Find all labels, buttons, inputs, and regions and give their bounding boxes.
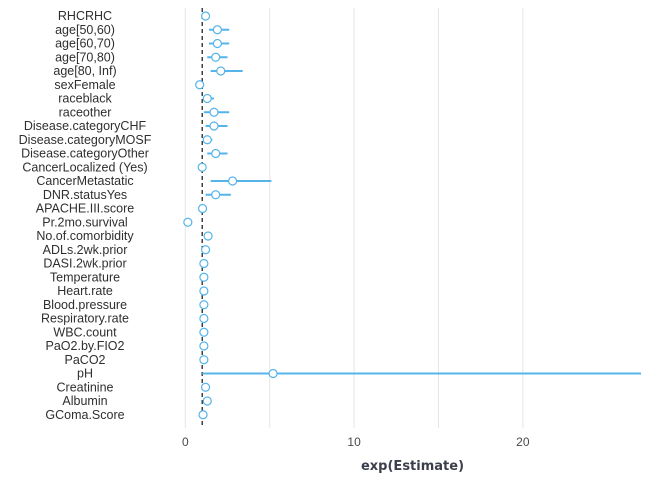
estimate-point — [199, 355, 209, 365]
estimate-point — [197, 162, 207, 172]
x-axis-title: exp(Estimate) — [361, 459, 464, 474]
term-label: pH — [77, 367, 93, 381]
term-label: No.of.comorbidity — [36, 229, 134, 243]
estimate-point — [202, 396, 212, 406]
estimate-point — [197, 203, 208, 214]
term-label: raceother — [59, 105, 112, 119]
term-labels: RHCRHCage[50,60)age[60,70)age[70,80)age[… — [19, 9, 152, 422]
term-label: CancerMetastatic — [36, 174, 133, 188]
term-label: sexFemale — [54, 78, 115, 92]
term-label: GComa.Score — [45, 408, 124, 422]
estimate-point — [211, 190, 221, 200]
estimate-point — [211, 148, 221, 159]
term-label: Albumin — [62, 394, 107, 408]
estimate-point — [200, 11, 211, 21]
term-label: Disease.categoryCHF — [24, 119, 147, 133]
x-tick-labels: 0 10 20 — [182, 435, 530, 449]
estimate-point — [199, 300, 209, 310]
estimate-point — [209, 107, 219, 117]
estimate-point — [203, 231, 213, 241]
estimate-point — [199, 272, 209, 282]
ci-layer — [187, 15, 641, 416]
term-label: Disease.categoryOther — [21, 147, 149, 161]
term-label: age[80, Inf) — [53, 64, 116, 78]
grid-layer — [184, 8, 524, 428]
estimate-point — [199, 286, 209, 296]
estimate-point — [200, 382, 211, 392]
term-label: PaCO2 — [65, 353, 106, 367]
term-label: Blood.pressure — [43, 298, 127, 312]
estimate-point — [227, 176, 238, 186]
term-label: age[60,70) — [55, 37, 115, 51]
x-tick-label: 10 — [347, 435, 361, 449]
term-label: RHCRHC — [58, 9, 112, 23]
term-label: ADLs.2wk.prior — [43, 243, 128, 257]
term-label: age[70,80) — [55, 50, 115, 64]
term-label: DNR.statusYes — [43, 188, 127, 202]
estimate-point — [183, 217, 193, 227]
term-label: Pr.2mo.survival — [42, 215, 127, 229]
estimate-point — [199, 341, 209, 351]
estimate-point — [200, 245, 211, 255]
term-label: WBC.count — [53, 325, 117, 339]
estimate-point — [212, 25, 222, 35]
term-label: Heart.rate — [57, 284, 113, 298]
term-label: raceblack — [58, 92, 112, 106]
point-layer — [183, 11, 278, 420]
estimate-point — [198, 410, 208, 420]
term-label: DASI.2wk.prior — [43, 257, 126, 271]
term-label: Respiratory.rate — [41, 312, 129, 326]
estimate-point — [199, 313, 209, 324]
x-tick-label: 20 — [516, 435, 530, 449]
estimate-point — [195, 80, 205, 90]
term-label: PaO2.by.FIO2 — [46, 339, 125, 353]
term-label: age[50,60) — [55, 23, 115, 37]
term-label: Temperature — [50, 270, 120, 284]
estimate-point — [268, 368, 278, 379]
estimate-point — [199, 327, 209, 337]
x-tick-label: 0 — [182, 435, 189, 449]
estimate-point — [202, 135, 212, 145]
term-label: APACHE.III.score — [36, 202, 134, 216]
term-label: Disease.categoryMOSF — [19, 133, 152, 147]
estimate-point — [212, 38, 222, 49]
term-label: Creatinine — [57, 380, 114, 394]
estimate-point — [209, 121, 219, 131]
estimate-point — [216, 66, 226, 76]
term-label: CancerLocalized (Yes) — [22, 160, 147, 174]
estimate-point — [202, 93, 212, 104]
estimate-point — [199, 258, 209, 269]
estimate-point — [211, 52, 221, 62]
